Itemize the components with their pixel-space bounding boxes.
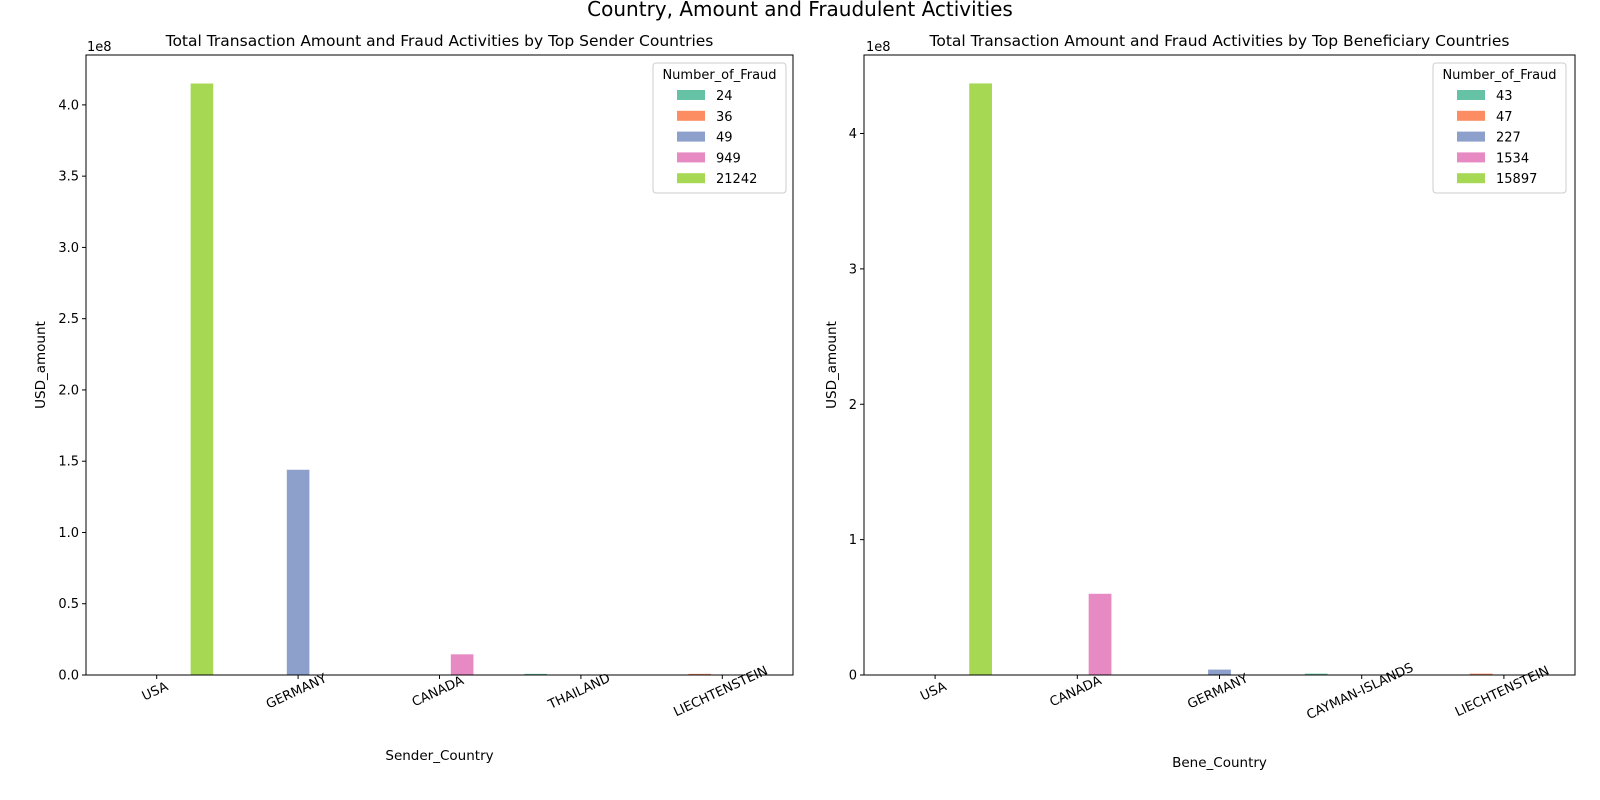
y-tick-label: 2 [849,398,857,413]
x-tick-label: CANADA [410,673,467,710]
chart-title: Total Transaction Amount and Fraud Activ… [165,32,714,50]
y-tick-label: 0 [849,669,857,684]
y-tick-label: 3.5 [58,170,79,185]
legend-label-227: 227 [1496,131,1521,146]
legend-title: Number_of_Fraud [1442,68,1556,83]
y-offset-label: 1e8 [866,40,891,55]
x-tick-label: GERMANY [1185,671,1250,712]
legend-label-36: 36 [716,110,733,125]
figure-title: Country, Amount and Fraudulent Activitie… [587,0,1013,21]
legend-label-24: 24 [716,89,733,104]
legend-swatch-227 [1457,131,1485,142]
y-tick-label: 4.0 [58,98,79,113]
x-tick-label: CANADA [1048,673,1105,710]
x-tick-label: USA [918,679,949,704]
legend: Number_of_Fraud 43 47 227 1534 15897 [1432,62,1567,194]
legend-swatch-24 [677,90,705,100]
legend-label-949: 949 [716,151,741,166]
bar-germany-227 [1208,669,1231,675]
legend-swatch-49 [677,131,705,142]
bar-cayman-islands-43 [1304,673,1328,675]
x-tick-label: THAILAND [545,671,613,713]
legend-swatch-43 [1457,90,1485,100]
legend-label-21242: 21242 [716,172,757,187]
y-tick-label: 2.5 [58,312,79,327]
legend: Number_of_Fraud 24 36 49 949 21242 [652,62,787,194]
legend-swatch-949 [677,152,705,163]
y-tick-label: 2.0 [58,383,79,398]
bar-liechtenstein-36 [688,673,711,675]
legend-swatch-47 [1457,110,1485,121]
y-axis-label: USD_amount [33,321,49,409]
bar-thailand-24 [524,673,547,675]
x-tick-label: LIECHTENSTEIN [1453,663,1552,720]
legend-title: Number_of_Fraud [662,68,776,83]
legend-label-43: 43 [1496,89,1513,104]
bar-canada-1534 [1088,593,1112,675]
chart-panel-2: Total Transaction Amount and Fraud Activ… [824,32,1576,771]
y-tick-label: 1.0 [58,526,79,541]
bar-usa-15897 [969,83,992,676]
legend-label-1534: 1534 [1496,151,1529,166]
y-offset-label: 1e8 [87,40,112,55]
legend-swatch-36 [677,110,705,121]
chart-panel-1: Total Transaction Amount and Fraud Activ… [33,32,794,764]
x-tick-label: GERMANY [264,671,329,712]
bar-germany-49 [286,469,310,675]
x-axis-label: Bene_Country [1172,755,1267,771]
x-tick-label: CAYMAN-ISLANDS [1305,661,1416,724]
legend-label-47: 47 [1496,110,1513,125]
bar-liechtenstein-47 [1469,673,1493,675]
y-tick-label: 1 [849,533,857,548]
y-tick-label: 1.5 [58,455,79,470]
legend-label-49: 49 [716,131,733,146]
y-tick-label: 0.5 [58,597,79,612]
y-tick-label: 3 [849,262,857,277]
y-tick-label: 4 [849,127,857,142]
x-axis-label: Sender_Country [385,748,493,764]
y-tick-label: 0.0 [58,669,79,684]
y-axis-label: USD_amount [824,321,840,409]
x-tick-label: LIECHTENSTEIN [671,663,770,720]
y-tick-label: 3.0 [58,241,79,256]
legend-swatch-1534 [1457,152,1485,163]
bar-canada-949 [450,654,474,675]
chart-title: Total Transaction Amount and Fraud Activ… [929,32,1510,50]
legend-swatch-15897 [1457,173,1485,184]
x-tick-label: USA [140,679,171,704]
bar-usa-21242 [190,83,214,675]
legend-label-15897: 15897 [1496,172,1537,187]
legend-swatch-21242 [677,173,705,184]
